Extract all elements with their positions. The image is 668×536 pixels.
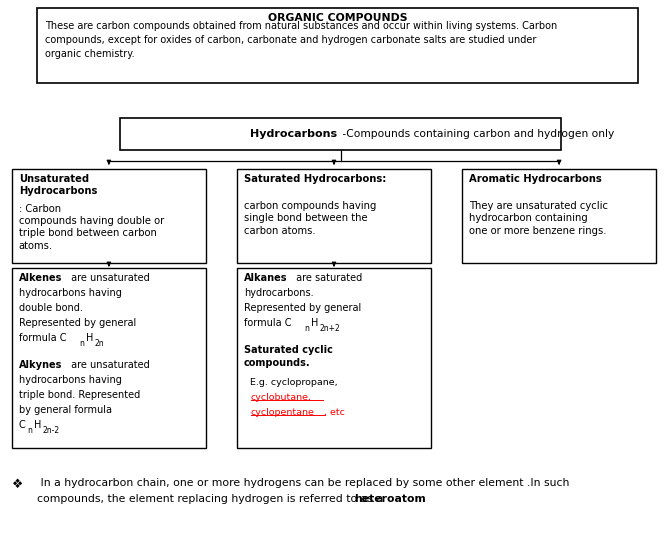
- Text: -Compounds containing carbon and hydrogen only: -Compounds containing carbon and hydroge…: [339, 129, 614, 139]
- Text: : Carbon
compounds having double or
triple bond between carbon
atoms.: : Carbon compounds having double or trip…: [19, 204, 164, 251]
- Text: 2n+2: 2n+2: [319, 324, 340, 333]
- Text: carbon compounds having
single bond between the
carbon atoms.: carbon compounds having single bond betw…: [244, 189, 376, 236]
- Text: are saturated: are saturated: [293, 273, 363, 284]
- FancyBboxPatch shape: [12, 268, 206, 448]
- Text: by general formula: by general formula: [19, 405, 112, 415]
- Text: , etc: , etc: [324, 408, 345, 418]
- Text: ❖: ❖: [12, 478, 23, 491]
- Text: E.g. cyclopropane,: E.g. cyclopropane,: [250, 378, 338, 388]
- Text: hydrocarbons.: hydrocarbons.: [244, 288, 313, 299]
- FancyBboxPatch shape: [462, 169, 656, 263]
- Text: are unsaturated: are unsaturated: [68, 360, 150, 370]
- Text: n: n: [79, 339, 84, 348]
- Text: triple bond. Represented: triple bond. Represented: [19, 390, 140, 400]
- Text: hydrocarbons having: hydrocarbons having: [19, 375, 122, 385]
- FancyBboxPatch shape: [237, 169, 431, 263]
- FancyBboxPatch shape: [237, 268, 431, 448]
- Text: Hydrocarbons: Hydrocarbons: [250, 129, 337, 139]
- Text: C: C: [19, 420, 25, 430]
- Text: They are unsaturated cyclic
hydrocarbon containing
one or more benzene rings.: They are unsaturated cyclic hydrocarbon …: [469, 189, 608, 236]
- Text: Aromatic Hydrocarbons: Aromatic Hydrocarbons: [469, 174, 602, 184]
- Text: n: n: [27, 426, 32, 435]
- Text: Represented by general: Represented by general: [244, 303, 361, 314]
- Text: cyclopentane: cyclopentane: [250, 408, 315, 418]
- Text: Saturated Hydrocarbons:: Saturated Hydrocarbons:: [244, 174, 386, 184]
- Text: 2n-2: 2n-2: [43, 426, 60, 435]
- FancyBboxPatch shape: [37, 8, 638, 83]
- Text: are unsaturated: are unsaturated: [68, 273, 150, 284]
- Text: Represented by general: Represented by general: [19, 318, 136, 329]
- Text: Saturated cyclic
compounds.: Saturated cyclic compounds.: [244, 345, 333, 368]
- Text: ORGANIC COMPOUNDS: ORGANIC COMPOUNDS: [268, 13, 407, 24]
- Text: In a hydrocarbon chain, one or more hydrogens can be replaced by some other elem: In a hydrocarbon chain, one or more hydr…: [37, 478, 569, 488]
- FancyBboxPatch shape: [12, 169, 206, 263]
- Text: H: H: [86, 333, 93, 344]
- Text: formula C: formula C: [244, 318, 291, 329]
- Text: Alkenes: Alkenes: [19, 273, 62, 284]
- Text: Alkynes: Alkynes: [19, 360, 62, 370]
- Text: cyclobutane,: cyclobutane,: [250, 393, 311, 403]
- Text: formula C: formula C: [19, 333, 66, 344]
- Text: H: H: [34, 420, 41, 430]
- Text: These are carbon compounds obtained from natural substances and occur within liv: These are carbon compounds obtained from…: [45, 21, 558, 59]
- Text: Unsaturated
Hydrocarbons: Unsaturated Hydrocarbons: [19, 174, 97, 196]
- Text: compounds, the element replacing hydrogen is referred to as a: compounds, the element replacing hydroge…: [37, 494, 386, 504]
- Text: hydrocarbons having: hydrocarbons having: [19, 288, 122, 299]
- FancyBboxPatch shape: [120, 118, 561, 150]
- Text: 2n: 2n: [94, 339, 104, 348]
- Text: Alkanes: Alkanes: [244, 273, 287, 284]
- Text: heteroatom: heteroatom: [354, 494, 426, 504]
- Text: H: H: [311, 318, 318, 329]
- Text: double bond.: double bond.: [19, 303, 83, 314]
- Text: n: n: [304, 324, 309, 333]
